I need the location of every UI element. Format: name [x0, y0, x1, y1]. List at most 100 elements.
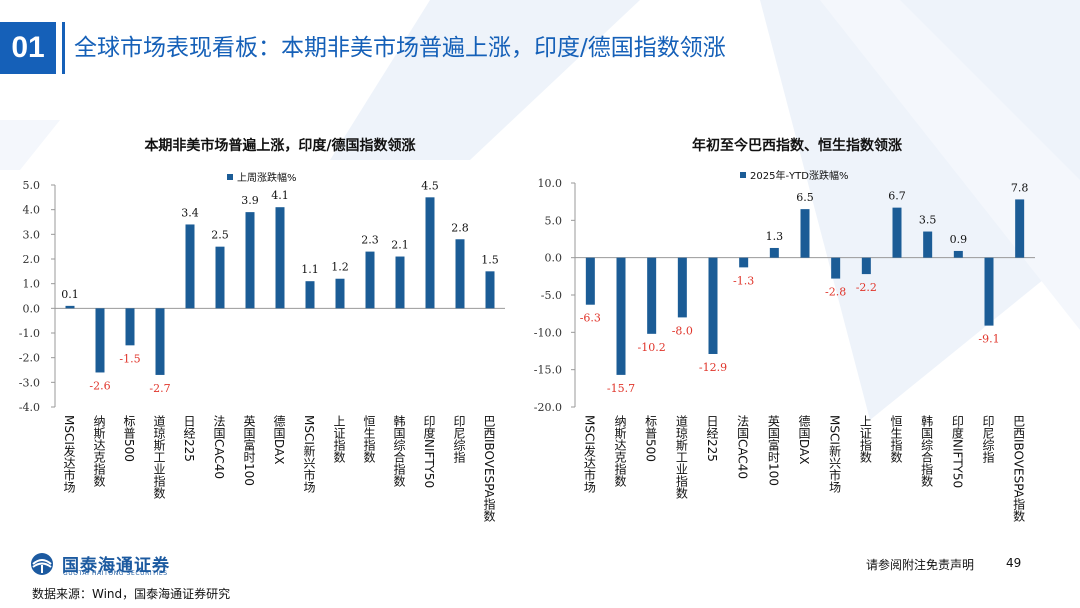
category-label: MSCI发达市场 — [62, 415, 76, 493]
category-label: 英国富时100 — [766, 415, 780, 486]
y-tick-label: -4.0 — [19, 401, 40, 414]
y-tick-label: 10.0 — [538, 177, 563, 190]
data-label: -1.3 — [733, 274, 754, 287]
data-source: 数据来源：Wind，国泰海通证券研究 — [32, 587, 231, 601]
category-label: MSCI新兴市场 — [828, 415, 842, 493]
y-tick-label: 3.0 — [23, 228, 41, 241]
y-tick-label: 1.0 — [23, 278, 41, 291]
bar — [708, 257, 718, 354]
category-label: 德国DAX — [797, 414, 811, 465]
category-label: 日经225 — [705, 415, 719, 462]
data-label: 2.5 — [211, 229, 229, 242]
data-label: 6.5 — [796, 191, 814, 204]
disclaimer-link[interactable]: 请参阅附注免责声明 — [866, 558, 975, 572]
bar — [365, 251, 375, 309]
legend-swatch — [227, 174, 233, 180]
y-tick-label: -20.0 — [534, 401, 562, 414]
data-label: 3.5 — [919, 214, 937, 227]
section-number: 01 — [0, 22, 56, 74]
data-label: 1.5 — [481, 253, 499, 266]
bar — [585, 257, 595, 305]
ytd-change-bar-chart: 年初至今巴西指数、恒生指数领涨 2025年-YTD涨跌幅% 10.0 5.0 0.0 -5… — [534, 137, 1035, 522]
category-label: 印尼综指 — [981, 415, 995, 464]
data-label: -2.8 — [825, 286, 846, 299]
category-label: 上证指数 — [332, 415, 346, 464]
data-label: -15.7 — [607, 382, 635, 395]
bar — [677, 257, 687, 318]
category-label: 巴西IBOVESPA指数 — [1012, 415, 1026, 522]
category-label: 恒生指数 — [889, 415, 903, 464]
bar — [892, 207, 902, 258]
data-label: -1.5 — [119, 352, 140, 365]
y-tick-label: 2.0 — [23, 253, 41, 266]
category-label: 巴西IBOVESPA指数 — [482, 415, 496, 522]
bar — [455, 239, 465, 309]
data-label: 4.1 — [271, 189, 289, 202]
bar — [215, 246, 225, 309]
company-logo-icon — [31, 553, 53, 575]
data-label: 1.3 — [766, 230, 784, 243]
data-label: -10.2 — [638, 341, 666, 354]
legend-swatch — [740, 172, 746, 178]
y-tick-label: 0.0 — [545, 252, 563, 265]
category-label: 印度NIFTY50 — [422, 415, 436, 489]
category-label: 韩国综合指数 — [392, 414, 406, 488]
bar — [155, 308, 165, 375]
bar — [305, 281, 315, 309]
category-label: 法国CAC40 — [736, 415, 750, 479]
y-tick-label: -10.0 — [534, 326, 562, 339]
category-label: 印尼综指 — [452, 415, 466, 464]
data-label: -12.9 — [699, 361, 727, 374]
bar — [485, 271, 495, 309]
bar — [245, 212, 255, 309]
bar — [953, 250, 963, 258]
category-label: 恒生指数 — [362, 415, 376, 464]
company-name-en: GUOTAI HAITONG SECURITIES — [63, 570, 168, 577]
bar — [395, 256, 405, 309]
bar — [769, 247, 779, 258]
header-divider — [62, 22, 65, 74]
bar — [185, 224, 195, 309]
data-label: 3.9 — [241, 194, 259, 207]
category-label: 上证指数 — [858, 415, 872, 464]
category-label: 纳斯达克指数 — [613, 415, 627, 488]
category-label: 德国DAX — [272, 414, 286, 465]
data-label: 0.9 — [950, 233, 968, 246]
page-number: 49 — [1006, 556, 1022, 570]
chart-title: 本期非美市场普遍上涨，印度/德国指数领涨 — [144, 137, 415, 154]
legend-label: 上周涨跌幅% — [237, 171, 297, 184]
data-label: 2.8 — [451, 221, 469, 234]
chart-title: 年初至今巴西指数、恒生指数领涨 — [692, 137, 902, 154]
bar — [275, 207, 285, 309]
legend-label: 2025年-YTD涨跌幅% — [750, 169, 848, 182]
bar — [616, 257, 626, 375]
company-name: 国泰海通证券 — [62, 556, 170, 576]
bar — [95, 308, 105, 373]
bar — [984, 257, 994, 326]
bar — [800, 209, 810, 258]
y-tick-label: 5.0 — [545, 214, 563, 227]
category-label: MSCI发达市场 — [582, 415, 596, 493]
bar — [335, 278, 345, 309]
category-label: 道琼斯工业指数 — [152, 415, 166, 500]
data-label: 2.1 — [391, 239, 409, 252]
data-label: 4.5 — [421, 179, 439, 192]
data-label: -2.7 — [149, 382, 170, 395]
bar — [861, 257, 871, 275]
data-label: 0.1 — [61, 288, 79, 301]
bar — [125, 308, 135, 346]
data-label: -9.1 — [978, 333, 999, 346]
data-label: -2.2 — [856, 281, 877, 294]
category-label: 韩国综合指数 — [920, 414, 934, 488]
data-label: 1.2 — [331, 261, 349, 274]
category-label: 纳斯达克指数 — [92, 415, 106, 488]
y-tick-label: 0.0 — [23, 302, 41, 315]
bar — [425, 197, 435, 309]
bar — [923, 231, 933, 258]
data-label: 1.1 — [301, 263, 319, 276]
y-tick-label: -2.0 — [19, 352, 40, 365]
y-tick-label: 4.0 — [23, 204, 41, 217]
category-label: 法国CAC40 — [212, 415, 226, 479]
data-label: 6.7 — [888, 190, 906, 203]
